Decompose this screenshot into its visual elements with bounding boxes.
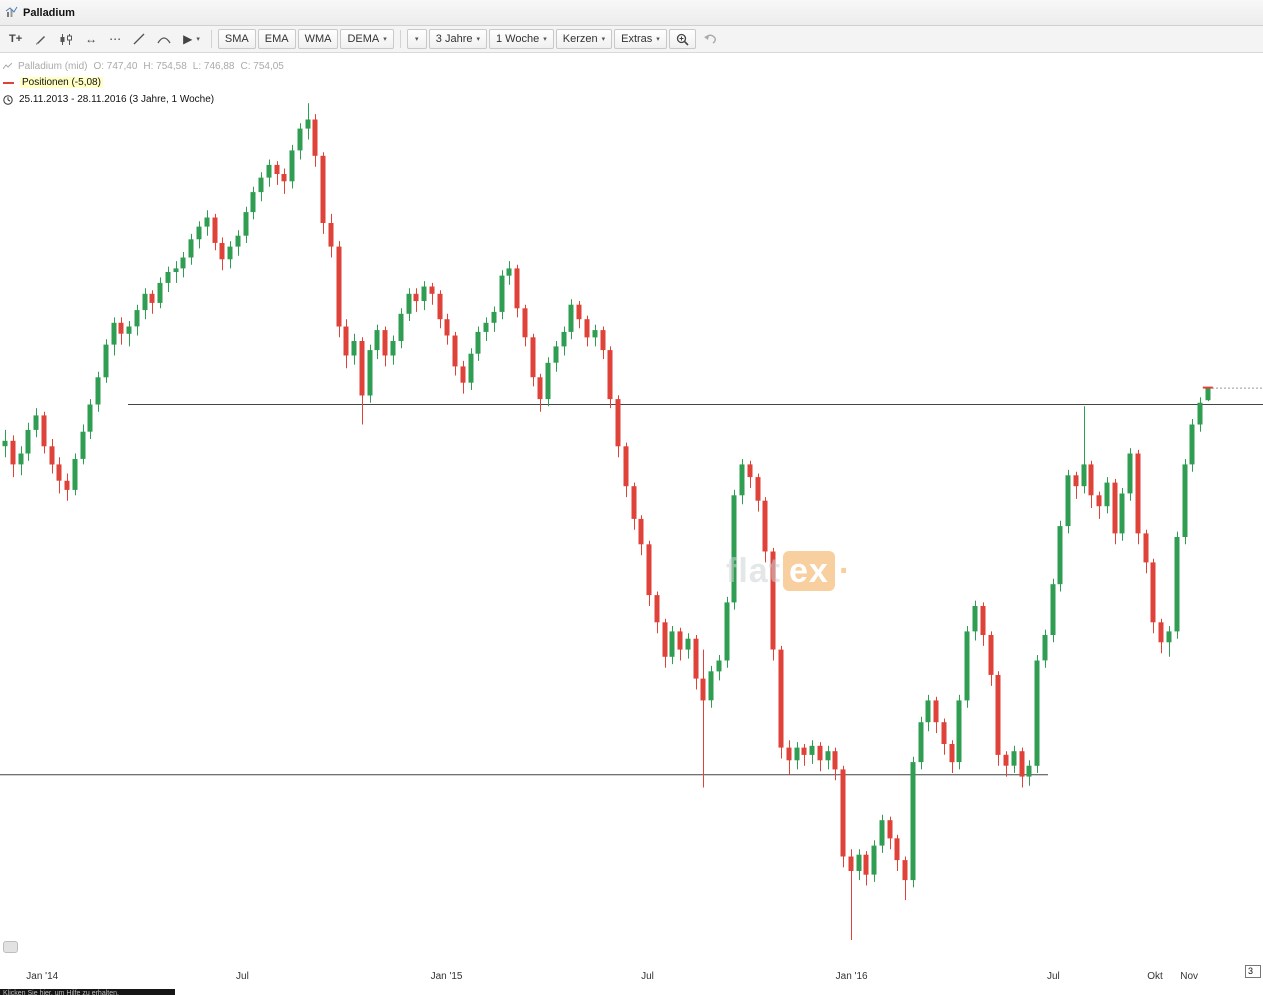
dema-label: DEMA <box>347 33 380 45</box>
dotted-line-icon: ⋯ <box>109 32 122 46</box>
ema-label: EMA <box>264 33 289 45</box>
pencil-icon <box>36 35 46 45</box>
series-label: Palladium (mid) <box>18 61 88 72</box>
magnifier-plus-icon <box>676 33 689 46</box>
candlestick-tool-icon <box>60 33 73 45</box>
chevron-down-icon: ▾ <box>601 36 606 43</box>
x-axis-label: Jul <box>1046 971 1060 982</box>
status-bar: Klicken Sie hier, um Hilfe zu erhalten. <box>0 989 175 995</box>
x-axis-label: Jan '14 <box>26 971 59 982</box>
trendline-tool-button[interactable] <box>128 29 150 49</box>
time-range-select[interactable]: 3 Jahre ▾ <box>428 29 487 49</box>
wma-label: WMA <box>304 33 332 45</box>
chart-window-icon <box>5 6 18 17</box>
status-text: Klicken Sie hier, um Hilfe zu erhalten. <box>3 990 119 995</box>
toolbar-separator <box>210 30 212 48</box>
open-value: O: 747,40 <box>93 61 138 72</box>
window-titlebar: Palladium <box>0 0 1263 26</box>
sma-label: SMA <box>224 33 249 45</box>
sma-indicator-button[interactable]: SMA <box>217 29 256 49</box>
corner-box-value: 3 <box>1248 966 1254 976</box>
wma-indicator-button[interactable]: WMA <box>297 29 339 49</box>
more-indicators-dropdown[interactable]: ▾ <box>406 29 427 49</box>
chart-elements-tool-button[interactable] <box>54 29 78 49</box>
positions-legend: Positionen (-5,08) <box>3 77 103 88</box>
series-icon <box>3 62 12 70</box>
x-axis-label: Jul <box>641 971 654 982</box>
flatex-watermark: flat ex · <box>726 551 851 591</box>
horizontal-line-tool-button[interactable]: ↔ <box>80 29 102 49</box>
draw-tool-button[interactable] <box>29 29 52 49</box>
ohlc-legend: Palladium (mid) O: 747,40 H: 754,58 L: 7… <box>3 61 284 72</box>
watermark-dot: · <box>838 551 852 590</box>
x-axis-label: Jul <box>236 971 249 982</box>
text-tool-icon: T+ <box>9 33 23 45</box>
x-axis-label: Jan '15 <box>430 971 463 982</box>
dema-indicator-button[interactable]: DEMA ▾ <box>340 29 394 49</box>
interval-select[interactable]: 1 Woche ▾ <box>489 29 554 49</box>
interval-value: 1 Woche <box>496 33 540 45</box>
chevron-down-icon: ▾ <box>383 36 387 43</box>
low-value: L: 746,88 <box>192 61 235 72</box>
watermark-text-ex: ex <box>783 551 835 591</box>
positions-label: Positionen (-5,08) <box>20 77 103 88</box>
x-axis-label: Okt <box>1147 971 1163 982</box>
price-axis-corner-box[interactable]: 3 <box>1245 965 1261 978</box>
arc-tool-button[interactable] <box>152 29 176 49</box>
chart-type-select[interactable]: Kerzen ▾ <box>555 29 613 49</box>
marker-tool-button[interactable]: ▶ ▾ <box>178 29 205 49</box>
clock-icon <box>3 94 13 105</box>
date-range-legend: 25.11.2013 - 28.11.2016 (3 Jahre, 1 Woch… <box>3 94 214 105</box>
chart-area[interactable]: Palladium (mid) O: 747,40 H: 754,58 L: 7… <box>0 53 1263 995</box>
positions-line-swatch <box>3 81 14 84</box>
chevron-down-icon: ▾ <box>543 36 547 43</box>
undo-arrow-icon <box>703 34 716 44</box>
x-axis-label: Nov <box>1180 971 1199 982</box>
chevron-down-icon: ▾ <box>476 36 480 43</box>
chevron-down-icon: ▾ <box>196 36 200 43</box>
window-title: Palladium <box>23 6 75 19</box>
watermark-text-flat: flat <box>726 551 781 590</box>
x-axis-label: Jan '16 <box>835 971 868 982</box>
arc-icon <box>157 37 171 44</box>
zoom-button[interactable] <box>668 29 696 49</box>
undo-button[interactable] <box>698 29 722 49</box>
panel-collapse-handle[interactable] <box>3 941 18 953</box>
horizontal-arrow-icon: ↔ <box>85 32 98 46</box>
chart-type-value: Kerzen <box>562 33 598 45</box>
toolbar-separator <box>399 30 401 48</box>
date-range-label: 25.11.2013 - 28.11.2016 (3 Jahre, 1 Woch… <box>19 94 215 105</box>
close-value: C: 754,05 <box>240 61 284 72</box>
x-axis: Jan '14 Jul Jan '15 Jul Jan '16 Jul Okt Nov <box>0 971 1263 985</box>
dashed-line-tool-button[interactable]: ⋯ <box>104 29 126 49</box>
chart-toolbar: T+ ↔ ⋯ ▶ ▾ SMA EMA <box>0 26 1263 53</box>
chevron-down-icon: ▾ <box>415 36 419 43</box>
chevron-down-icon: ▾ <box>656 36 660 43</box>
ema-indicator-button[interactable]: EMA <box>257 29 296 49</box>
text-annotation-tool-button[interactable]: T+ <box>4 29 27 49</box>
diagonal-line-icon <box>133 33 145 45</box>
extras-menu-button[interactable]: Extras ▾ <box>614 29 667 49</box>
extras-label: Extras <box>621 33 653 45</box>
candlestick-svg[interactable] <box>0 53 1263 995</box>
high-value: H: 754,58 <box>143 61 187 72</box>
time-range-value: 3 Jahre <box>435 33 473 45</box>
play-icon: ▶ <box>183 32 193 46</box>
